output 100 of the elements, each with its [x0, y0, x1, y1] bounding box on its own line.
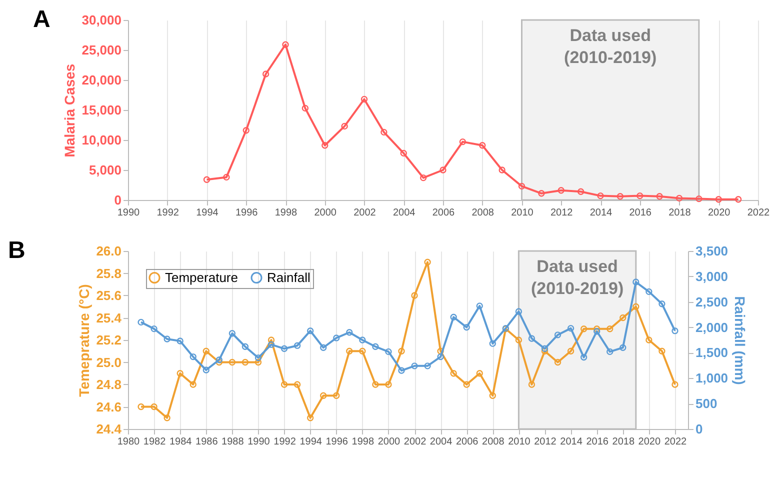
- point: [190, 381, 196, 388]
- point: [346, 348, 353, 354]
- point: [150, 325, 158, 332]
- point: [554, 332, 562, 338]
- point: [176, 338, 184, 344]
- point: [202, 366, 210, 374]
- point: [554, 358, 562, 366]
- point: [294, 381, 301, 388]
- point: [476, 370, 483, 377]
- point: [498, 166, 506, 174]
- point: [242, 358, 249, 366]
- point: [411, 292, 418, 299]
- point: [538, 190, 545, 197]
- point: [294, 342, 301, 349]
- point: [567, 348, 574, 354]
- chart-title: B: [8, 237, 26, 264]
- point: [632, 303, 640, 310]
- point: [636, 192, 644, 200]
- point: [606, 326, 614, 332]
- point: [518, 182, 526, 190]
- y-tick-label: 15,000: [82, 102, 122, 118]
- point: [450, 314, 457, 320]
- point: [489, 392, 496, 399]
- x-tick-label: 2010: [508, 436, 531, 448]
- x-tick-label: 2014: [590, 208, 613, 218]
- x-tick-label: 1994: [300, 436, 322, 448]
- band-label: Data used (2010-2019): [530, 257, 624, 298]
- point: [620, 344, 626, 351]
- point: [346, 329, 353, 336]
- x-tick-label: 2012: [534, 436, 557, 448]
- x-tick-label: 1996: [326, 436, 348, 448]
- y-axis-title: Temeprature (°C): [76, 284, 92, 397]
- point: [341, 122, 348, 130]
- y-tick-label: 30,000: [82, 12, 122, 28]
- point: [616, 193, 624, 200]
- y-tick-label: 25.0: [96, 354, 122, 370]
- point: [463, 381, 470, 388]
- point: [385, 381, 392, 388]
- x-tick-label: 2022: [664, 436, 688, 448]
- point: [302, 104, 309, 112]
- y-tick-label: 5,000: [88, 162, 122, 178]
- point: [254, 358, 262, 366]
- x-tick-label: 1994: [196, 208, 219, 218]
- point: [380, 128, 388, 136]
- point: [646, 288, 652, 296]
- y-tick-label: 25.6: [96, 288, 122, 303]
- y2-axis-title: Rainfall (mm): [732, 296, 748, 385]
- legend-label: Rainfall: [267, 270, 310, 285]
- x-tick-label: 2018: [668, 208, 692, 218]
- y-tick-label: 10,000: [82, 132, 122, 148]
- point: [359, 336, 366, 344]
- y-tick-label: 0: [114, 192, 122, 208]
- point: [400, 150, 407, 157]
- point: [463, 324, 470, 331]
- y2-tick-label: 500: [696, 396, 718, 412]
- point: [306, 414, 314, 422]
- x-tick-label: 2018: [612, 436, 635, 448]
- point: [223, 174, 230, 181]
- point: [254, 354, 262, 362]
- point: [424, 362, 431, 370]
- point: [320, 392, 327, 399]
- point: [515, 336, 522, 344]
- y2-tick-label: 1,500: [696, 345, 728, 360]
- y-tick-label: 25.2: [96, 332, 122, 348]
- x-tick-label: 1990: [248, 436, 270, 448]
- point: [216, 356, 222, 364]
- point: [489, 340, 496, 347]
- point: [541, 348, 548, 354]
- x-tick-label: 2014: [560, 436, 583, 448]
- point: [437, 348, 444, 354]
- point: [577, 188, 584, 195]
- band-label: Data used (2010-2019): [564, 26, 657, 67]
- x-tick-label: 2008: [482, 436, 505, 448]
- y-axis-title: Malaria Cases: [62, 64, 78, 158]
- point: [242, 127, 250, 134]
- point: [333, 334, 340, 342]
- point: [515, 308, 522, 315]
- point: [658, 348, 666, 354]
- point: [558, 187, 564, 194]
- x-tick-label: 1986: [196, 436, 218, 448]
- point: [424, 258, 431, 266]
- point: [411, 362, 418, 370]
- point: [541, 345, 548, 352]
- x-tick-label: 2000: [378, 436, 401, 448]
- point: [437, 353, 444, 360]
- point: [228, 330, 236, 337]
- y-tick-label: 25.8: [96, 266, 122, 281]
- y-tick-label: 24.6: [96, 399, 122, 414]
- point: [580, 326, 588, 332]
- point: [164, 414, 170, 422]
- point: [676, 194, 683, 202]
- x-tick-label: 2012: [550, 208, 574, 218]
- x-tick-label: 2002: [354, 208, 376, 218]
- x-tick-label: 1984: [169, 436, 192, 448]
- y2-tick-label: 2,500: [696, 294, 728, 310]
- point: [359, 348, 366, 354]
- point: [715, 196, 722, 203]
- point: [528, 381, 536, 388]
- point: [320, 344, 327, 351]
- x-tick-label: 2020: [638, 436, 661, 448]
